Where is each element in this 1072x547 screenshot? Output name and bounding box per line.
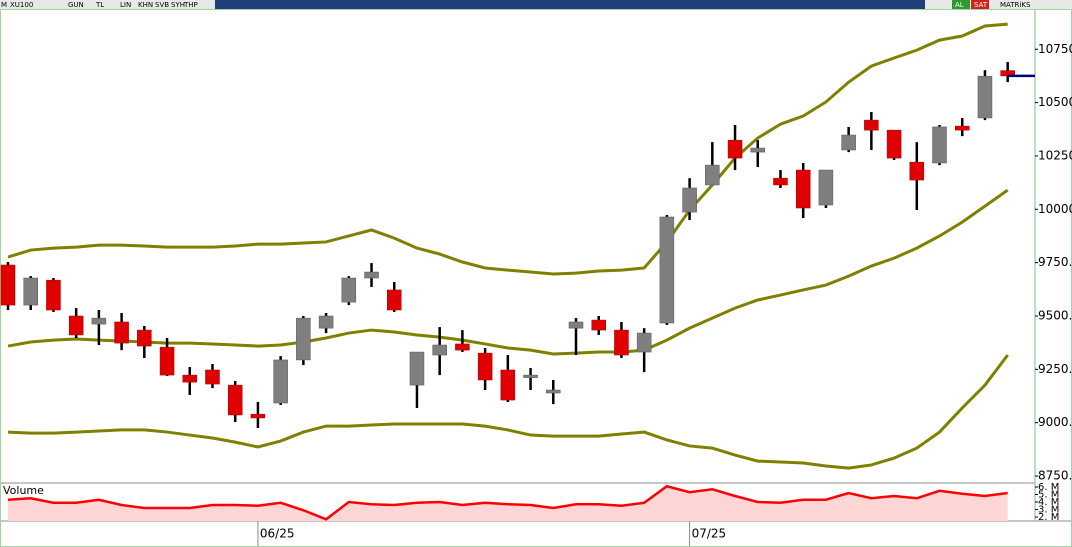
- toolbar-button[interactable]: KHN: [138, 1, 153, 9]
- candle-body: [773, 177, 788, 186]
- volume-title: Volume: [3, 484, 44, 497]
- y-tick-label: 4. M: [1038, 497, 1059, 508]
- candle-body: [273, 359, 288, 404]
- candle-body: [954, 125, 970, 131]
- candle-body: [705, 164, 720, 186]
- y-tick-label: 5. M: [1038, 490, 1059, 501]
- y-tick-label: 9500.: [1038, 308, 1072, 322]
- candle-body: [591, 319, 606, 331]
- y-tick-label: 10250.: [1038, 148, 1072, 162]
- volume-area: [8, 486, 1008, 521]
- toolbar-left: [0, 0, 215, 9]
- y-tick-label: 9750.: [1038, 255, 1072, 269]
- candle-body: [159, 346, 175, 376]
- candle-body: [477, 352, 493, 381]
- brand: MATRiKS: [1000, 1, 1031, 9]
- candle-body: [386, 289, 402, 311]
- candle-body: [23, 277, 38, 306]
- candle-body: [341, 277, 357, 303]
- candle-body: [523, 374, 538, 378]
- y-tick-label: 8750.: [1038, 469, 1072, 483]
- candle-body: [205, 369, 220, 385]
- y-tick-label: 2. M: [1038, 512, 1059, 523]
- candle-body: [659, 216, 675, 324]
- candle-body: [818, 169, 834, 206]
- menu-button[interactable]: M: [1, 1, 7, 9]
- candle-body: [886, 129, 902, 159]
- candle-body: [795, 169, 811, 209]
- candle-body: [977, 75, 993, 119]
- candle-body: [932, 126, 947, 164]
- volume-line: [7, 484, 1008, 521]
- toolbar-button[interactable]: TL: [95, 1, 104, 9]
- candle-body: [614, 329, 629, 356]
- y-tick-label: 10000.: [1038, 202, 1072, 216]
- y-tick-label: 9000.: [1038, 415, 1072, 429]
- symbol-box[interactable]: XU100: [10, 1, 33, 9]
- y-tick-label: 10500.: [1038, 95, 1072, 109]
- candle-body: [91, 317, 107, 325]
- band-line: [7, 188, 1009, 356]
- band-line: [7, 354, 1009, 470]
- candle-body: [296, 317, 311, 361]
- band-line: [7, 22, 1008, 276]
- toolbar-right: [925, 0, 1072, 9]
- candle-body: [137, 329, 152, 347]
- y-tick-label: 3. M: [1038, 505, 1059, 516]
- x-tick-label: 07/25: [692, 527, 727, 541]
- candle-body: [546, 389, 561, 394]
- candle-body: [318, 315, 334, 329]
- toolbar-button[interactable]: SVB: [155, 1, 169, 9]
- sell-button-bg: [971, 0, 989, 9]
- candle-body: [432, 344, 447, 356]
- buy-button[interactable]: AL: [955, 1, 964, 9]
- candle-body: [841, 134, 856, 151]
- toolbar-button[interactable]: SYH: [171, 1, 185, 9]
- toolbar-button[interactable]: LIN: [120, 1, 131, 9]
- candle-body: [750, 147, 766, 153]
- candle-body: [227, 384, 243, 416]
- y-tick-label: 9250.: [1038, 362, 1072, 376]
- candle-body: [568, 321, 584, 329]
- x-tick-label: 06/25: [260, 527, 295, 541]
- toolbar-button[interactable]: GUN: [68, 1, 84, 9]
- candle-body: [500, 369, 516, 401]
- candle-body: [636, 332, 652, 353]
- candle-body: [250, 413, 266, 419]
- candle-body: [0, 264, 16, 306]
- sell-button[interactable]: SAT: [974, 1, 988, 9]
- candle-body: [455, 343, 470, 351]
- candle-body: [114, 321, 129, 344]
- candle-body: [682, 187, 697, 213]
- toolbar: [0, 0, 1072, 9]
- candle-body: [364, 271, 379, 279]
- toolbar-button[interactable]: THP: [183, 1, 198, 9]
- y-tick-label: 6. M: [1038, 482, 1059, 493]
- candle-body: [727, 139, 743, 159]
- candle-body: [182, 374, 198, 383]
- candle-body: [909, 161, 925, 181]
- candle-body: [409, 351, 425, 386]
- buy-button-bg: [952, 0, 970, 9]
- candle-body: [864, 119, 879, 131]
- candle-body: [68, 315, 84, 336]
- candle-body: [46, 279, 61, 311]
